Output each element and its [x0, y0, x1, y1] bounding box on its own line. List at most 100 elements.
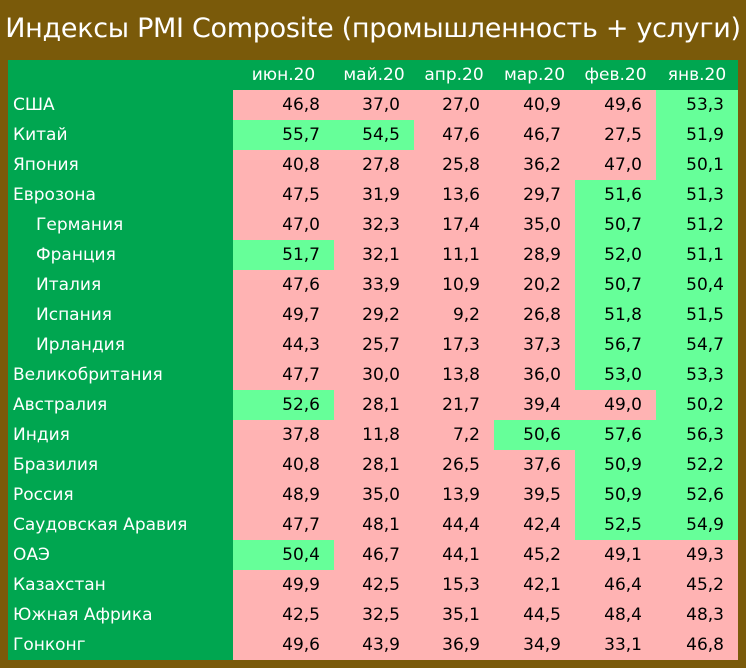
country-label: Великобритания: [8, 360, 233, 390]
pmi-value-cell: 54,5: [334, 120, 414, 150]
country-label: Россия: [8, 480, 233, 510]
pmi-value-cell: 49,3: [656, 540, 738, 570]
pmi-value-cell: 36,2: [494, 150, 575, 180]
pmi-value-cell: 50,7: [575, 270, 656, 300]
pmi-value-cell: 50,1: [656, 150, 738, 180]
pmi-value-cell: 50,4: [656, 270, 738, 300]
pmi-value-cell: 51,9: [656, 120, 738, 150]
pmi-value-cell: 51,5: [656, 300, 738, 330]
pmi-value-cell: 49,7: [233, 300, 334, 330]
pmi-value-cell: 26,8: [494, 300, 575, 330]
pmi-value-cell: 28,9: [494, 240, 575, 270]
table-row: ОАЭ 50,4 46,7 44,1 45,2 49,1 49,3: [8, 540, 738, 570]
pmi-value-cell: 48,1: [334, 510, 414, 540]
pmi-value-cell: 49,6: [575, 90, 656, 120]
country-label: ОАЭ: [8, 540, 233, 570]
table-row: Еврозона 47,5 31,9 13,6 29,7 51,6 51,3: [8, 180, 738, 210]
pmi-value-cell: 43,9: [334, 630, 414, 660]
pmi-value-cell: 33,1: [575, 630, 656, 660]
pmi-value-cell: 20,2: [494, 270, 575, 300]
pmi-value-cell: 34,9: [494, 630, 575, 660]
column-header: мар.20: [494, 60, 575, 90]
pmi-value-cell: 56,7: [575, 330, 656, 360]
table-row: Япония 40,8 27,8 25,8 36,2 47,0 50,1: [8, 150, 738, 180]
pmi-value-cell: 52,0: [575, 240, 656, 270]
country-label: Франция: [8, 240, 233, 270]
pmi-value-cell: 50,6: [494, 420, 575, 450]
country-label: Бразилия: [8, 450, 233, 480]
pmi-value-cell: 50,7: [575, 210, 656, 240]
pmi-value-cell: 11,8: [334, 420, 414, 450]
pmi-value-cell: 47,7: [233, 510, 334, 540]
pmi-value-cell: 47,6: [233, 270, 334, 300]
pmi-value-cell: 54,9: [656, 510, 738, 540]
pmi-value-cell: 50,4: [233, 540, 334, 570]
table-row: США 46,8 37,0 27,0 40,9 49,6 53,3: [8, 90, 738, 120]
column-header: янв.20: [656, 60, 738, 90]
pmi-value-cell: 27,0: [414, 90, 494, 120]
pmi-value-cell: 57,6: [575, 420, 656, 450]
pmi-value-cell: 47,6: [414, 120, 494, 150]
pmi-value-cell: 49,9: [233, 570, 334, 600]
pmi-value-cell: 42,4: [494, 510, 575, 540]
table-row: Великобритания 47,7 30,0 13,8 36,0 53,0 53,3: [8, 360, 738, 390]
table-row: Россия 48,9 35,0 13,9 39,5 50,9 52,6: [8, 480, 738, 510]
pmi-value-cell: 44,5: [494, 600, 575, 630]
pmi-value-cell: 26,5: [414, 450, 494, 480]
pmi-value-cell: 46,4: [575, 570, 656, 600]
column-header: фев.20: [575, 60, 656, 90]
pmi-value-cell: 13,8: [414, 360, 494, 390]
country-label: Южная Африка: [8, 600, 233, 630]
pmi-value-cell: 31,9: [334, 180, 414, 210]
pmi-value-cell: 37,0: [334, 90, 414, 120]
country-label: Австралия: [8, 390, 233, 420]
country-label: Еврозона: [8, 180, 233, 210]
table-row: Франция 51,7 32,1 11,1 28,9 52,0 51,1: [8, 240, 738, 270]
pmi-value-cell: 49,0: [575, 390, 656, 420]
pmi-value-cell: 40,8: [233, 450, 334, 480]
pmi-value-cell: 52,6: [233, 390, 334, 420]
pmi-value-cell: 28,1: [334, 450, 414, 480]
pmi-value-cell: 52,6: [656, 480, 738, 510]
pmi-value-cell: 35,0: [334, 480, 414, 510]
pmi-value-cell: 39,5: [494, 480, 575, 510]
pmi-value-cell: 40,9: [494, 90, 575, 120]
pmi-value-cell: 32,1: [334, 240, 414, 270]
pmi-value-cell: 44,4: [414, 510, 494, 540]
pmi-value-cell: 46,8: [656, 630, 738, 660]
country-label: Саудовская Аравия: [8, 510, 233, 540]
table-row: Китай 55,7 54,5 47,6 46,7 27,5 51,9: [8, 120, 738, 150]
column-header: июн.20: [233, 60, 334, 90]
pmi-value-cell: 37,8: [233, 420, 334, 450]
pmi-value-cell: 52,2: [656, 450, 738, 480]
country-label: США: [8, 90, 233, 120]
pmi-value-cell: 53,3: [656, 90, 738, 120]
pmi-value-cell: 32,5: [334, 600, 414, 630]
pmi-value-cell: 50,9: [575, 450, 656, 480]
pmi-value-cell: 35,1: [414, 600, 494, 630]
pmi-value-cell: 53,3: [656, 360, 738, 390]
pmi-value-cell: 7,2: [414, 420, 494, 450]
pmi-value-cell: 46,7: [334, 540, 414, 570]
pmi-value-cell: 25,7: [334, 330, 414, 360]
pmi-value-cell: 44,1: [414, 540, 494, 570]
table-row: Бразилия 40,8 28,1 26,5 37,6 50,9 52,2: [8, 450, 738, 480]
table-row: Индия 37,8 11,8 7,2 50,6 57,6 56,3: [8, 420, 738, 450]
pmi-value-cell: 40,8: [233, 150, 334, 180]
header-row: июн.20 май.20 апр.20 мар.20 фев.20 янв.2…: [8, 60, 738, 90]
column-header: апр.20: [414, 60, 494, 90]
pmi-value-cell: 42,1: [494, 570, 575, 600]
pmi-value-cell: 30,0: [334, 360, 414, 390]
country-label: Казахстан: [8, 570, 233, 600]
pmi-value-cell: 36,0: [494, 360, 575, 390]
pmi-table: июн.20 май.20 апр.20 мар.20 фев.20 янв.2…: [8, 60, 738, 660]
header-corner: [8, 60, 233, 90]
table-body: США 46,8 37,0 27,0 40,9 49,6 53,3 Китай 55,7 54,5…: [8, 90, 738, 660]
pmi-value-cell: 48,4: [575, 600, 656, 630]
pmi-value-cell: 51,7: [233, 240, 334, 270]
pmi-value-cell: 56,3: [656, 420, 738, 450]
pmi-value-cell: 47,5: [233, 180, 334, 210]
page-title: Индексы PMI Composite (промышленность + …: [5, 13, 741, 44]
country-label: Индия: [8, 420, 233, 450]
pmi-value-cell: 45,2: [656, 570, 738, 600]
